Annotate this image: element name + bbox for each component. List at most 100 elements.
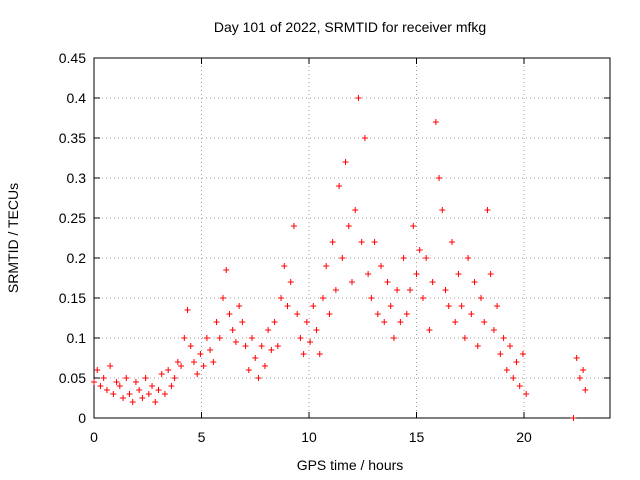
data-point <box>132 379 139 385</box>
grid-lines <box>94 58 610 418</box>
data-point <box>97 383 104 389</box>
data-point <box>416 247 423 253</box>
data-point <box>203 335 210 341</box>
data-point <box>265 327 272 333</box>
data-point <box>573 355 580 361</box>
x-tick-label: 15 <box>409 429 425 445</box>
data-point <box>213 319 220 325</box>
data-point <box>478 295 484 301</box>
data-point <box>400 255 407 261</box>
data-point <box>287 279 294 285</box>
y-tick-label: 0.15 <box>59 290 86 306</box>
data-point <box>307 339 314 345</box>
data-point <box>207 347 214 353</box>
data-point <box>261 363 268 369</box>
data-point <box>268 347 275 353</box>
data-point <box>274 343 281 349</box>
data-points <box>91 95 589 421</box>
data-point <box>110 391 117 397</box>
data-point <box>329 239 336 245</box>
y-axis-label: SRMTID / TECUs <box>5 183 21 293</box>
data-point <box>471 279 478 285</box>
data-point <box>503 367 510 373</box>
data-point <box>171 375 178 381</box>
data-point <box>142 375 149 381</box>
data-point <box>197 351 204 357</box>
data-point <box>145 391 152 397</box>
data-point <box>419 295 426 301</box>
data-point <box>519 351 526 357</box>
data-point <box>94 367 101 373</box>
data-point <box>281 263 288 269</box>
data-point <box>387 303 394 309</box>
data-point <box>403 311 410 317</box>
data-point <box>432 119 439 125</box>
data-point <box>174 359 181 365</box>
data-point <box>323 263 330 269</box>
data-point <box>423 255 430 261</box>
data-point <box>452 319 459 325</box>
data-point <box>194 371 201 377</box>
chart-title: Day 101 of 2022, SRMTID for receiver mfk… <box>214 19 486 35</box>
data-point <box>255 375 262 381</box>
data-point <box>161 391 168 397</box>
data-point <box>107 363 114 369</box>
data-point <box>103 387 110 393</box>
data-point <box>368 295 375 301</box>
data-point <box>468 311 475 317</box>
data-point <box>126 391 133 397</box>
data-point <box>303 319 310 325</box>
data-point <box>442 287 449 293</box>
data-point <box>458 303 465 309</box>
data-point <box>200 363 207 369</box>
data-point <box>365 271 372 277</box>
data-point <box>352 207 359 213</box>
data-point <box>165 367 172 373</box>
data-point <box>113 379 120 385</box>
data-point <box>284 303 291 309</box>
data-point <box>474 343 481 349</box>
data-point <box>426 327 433 333</box>
data-point <box>448 239 455 245</box>
data-point <box>149 383 156 389</box>
data-point <box>336 183 343 189</box>
y-tick-label: 0.05 <box>59 370 86 386</box>
data-point <box>455 271 462 277</box>
data-point <box>249 335 256 341</box>
data-point <box>397 319 404 325</box>
data-point <box>120 395 127 401</box>
y-tick-label: 0 <box>78 410 86 426</box>
y-tick-label: 0.25 <box>59 210 86 226</box>
data-point <box>394 287 401 293</box>
y-tick-label: 0.1 <box>67 330 87 346</box>
data-point <box>384 279 391 285</box>
data-point <box>313 327 320 333</box>
data-point <box>407 287 414 293</box>
data-point <box>390 335 397 341</box>
data-point <box>139 395 146 401</box>
data-point <box>507 343 514 349</box>
data-point <box>210 359 217 365</box>
data-point <box>371 239 378 245</box>
data-point <box>484 207 491 213</box>
data-point <box>316 351 323 357</box>
data-point <box>445 303 452 309</box>
y-tick-label: 0.4 <box>67 90 87 106</box>
data-point <box>436 175 443 181</box>
data-point <box>232 339 239 345</box>
data-point <box>91 379 97 385</box>
data-point <box>158 371 165 377</box>
data-point <box>290 223 297 229</box>
data-point <box>155 387 162 393</box>
data-point <box>513 359 520 365</box>
data-point <box>116 383 123 389</box>
data-point <box>168 383 175 389</box>
data-point <box>490 327 497 333</box>
data-point <box>374 311 381 317</box>
data-point <box>220 295 226 301</box>
data-point <box>242 343 249 349</box>
data-point <box>136 387 143 393</box>
data-point <box>297 335 304 341</box>
axis-ticks: 0 0.05 0.1 0.15 0.2 0.25 0.3 0.35 0.4 0.45 0 5 10 15 2… <box>59 50 610 445</box>
data-point <box>278 295 285 301</box>
